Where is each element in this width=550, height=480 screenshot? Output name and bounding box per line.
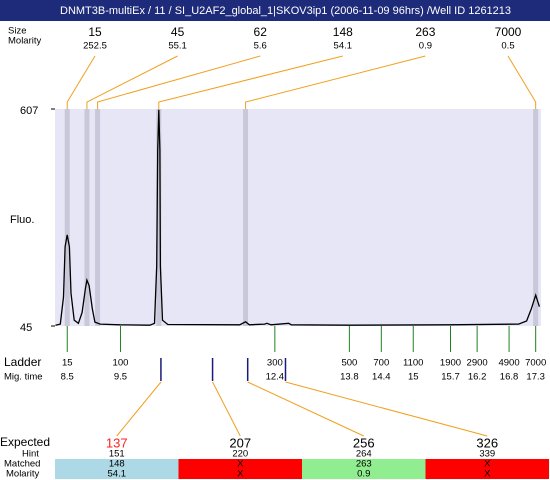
match-cell [425, 459, 549, 479]
peak-size: 15 [88, 25, 102, 39]
plot-area [55, 109, 541, 326]
molarity-label: Molarity [8, 36, 42, 47]
peak-link [245, 55, 426, 109]
y-tick-label: 607 [20, 105, 38, 117]
peak-molarity: 5.6 [254, 41, 267, 52]
peak-molarity: 0.9 [419, 41, 432, 52]
peak-band [243, 109, 249, 326]
ladder-size: 500 [341, 358, 357, 369]
peak-band [95, 109, 101, 326]
hint: 264 [356, 449, 372, 460]
mig-time-label: Mig. time [4, 372, 43, 383]
peak-link [158, 55, 343, 109]
expected-molarity-label: Molarity [6, 469, 40, 480]
peak-size: 263 [415, 25, 435, 39]
ladder-size: 7000 [525, 358, 546, 369]
expected-link [212, 381, 241, 437]
hint: 339 [479, 449, 495, 460]
molarity: X [484, 469, 491, 480]
molarity: X [237, 469, 244, 480]
ladder-time: 13.8 [340, 372, 359, 383]
peak-size: 45 [171, 25, 185, 39]
expected-link [285, 381, 488, 437]
peak-band [64, 109, 70, 326]
ladder-size: 1900 [440, 358, 461, 369]
peak-band [156, 109, 162, 326]
ladder-size: 300 [267, 358, 283, 369]
ladder-time: 12.4 [266, 372, 285, 383]
peak-size: 148 [333, 25, 353, 39]
hint: 151 [109, 449, 125, 460]
molarity: 0.9 [357, 469, 370, 480]
expected-label: Expected [0, 435, 50, 449]
expected-size: 137 [106, 435, 128, 450]
peak-molarity: 54.1 [334, 41, 353, 52]
matched: 263 [356, 459, 372, 470]
ladder-size: 100 [113, 358, 129, 369]
trace [55, 109, 541, 326]
ladder-time: 8.5 [61, 372, 74, 383]
matched: X [237, 459, 244, 470]
match-cell [55, 459, 179, 479]
matched: X [484, 459, 491, 470]
ladder-size: 15 [62, 358, 73, 369]
ladder-time: 14.4 [372, 372, 391, 383]
peak-molarity: 0.5 [501, 41, 514, 52]
peak-molarity: 252.5 [83, 41, 107, 52]
hint: 220 [232, 449, 248, 460]
peak-band [84, 109, 90, 326]
expected-size: 256 [353, 435, 375, 450]
y-tick-label: 45 [20, 322, 32, 334]
ladder-time: 15.7 [441, 372, 460, 383]
ladder-time: 16.2 [468, 372, 487, 383]
ladder-size: 2900 [467, 358, 488, 369]
matched: 148 [109, 459, 125, 470]
hint-label: Hint [22, 449, 39, 460]
y-label: Fluo. [10, 214, 34, 226]
ladder-time: 16.8 [500, 372, 519, 383]
ladder-size: 700 [373, 358, 389, 369]
ladder-size: 4900 [498, 358, 519, 369]
matched-label: Matched [4, 459, 40, 470]
ladder-size: 1100 [403, 358, 423, 369]
title: DNMT3B-multiEx / 11 / SI_U2AF2_global_1|… [60, 5, 511, 17]
match-cell [302, 459, 426, 479]
peak-size: 62 [254, 25, 268, 39]
ladder-time: 17.3 [526, 372, 545, 383]
peak-link [97, 55, 261, 109]
peak-size: 7000 [495, 25, 522, 39]
peak-link [86, 55, 178, 109]
match-cell [178, 459, 302, 479]
expected-link [116, 381, 162, 437]
peak-link [66, 55, 96, 109]
title-bar [0, 0, 550, 21]
expected-size: 207 [229, 435, 251, 450]
peak-link [507, 55, 537, 109]
molarity: 54.1 [108, 469, 127, 480]
ladder-time: 9.5 [114, 372, 127, 383]
ladder-label: Ladder [4, 355, 41, 369]
size-label: Size [8, 26, 26, 37]
expected-link [247, 381, 364, 437]
peak-molarity: 55.1 [168, 41, 187, 52]
expected-size: 326 [476, 435, 498, 450]
ladder-time: 15 [408, 372, 419, 383]
peak-band [533, 109, 539, 326]
